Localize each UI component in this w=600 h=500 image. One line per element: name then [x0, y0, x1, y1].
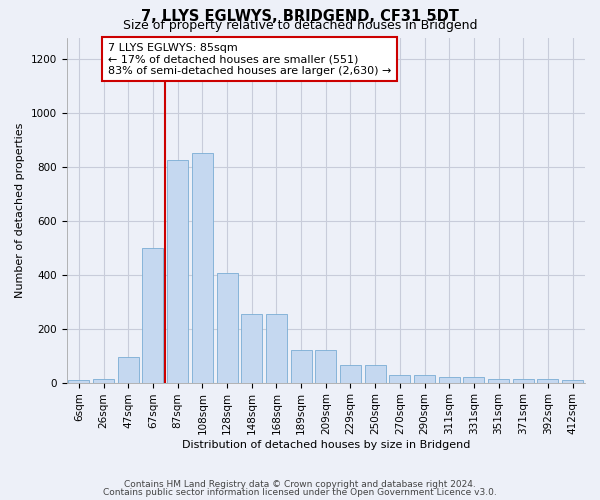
Bar: [241, 314, 262, 382]
Bar: [562, 380, 583, 382]
Bar: [439, 377, 460, 382]
Bar: [118, 357, 139, 382]
Bar: [340, 365, 361, 382]
Bar: [414, 374, 435, 382]
Bar: [68, 380, 89, 382]
Text: Size of property relative to detached houses in Bridgend: Size of property relative to detached ho…: [123, 19, 477, 32]
Bar: [315, 350, 336, 382]
Bar: [365, 365, 386, 382]
Bar: [93, 378, 114, 382]
Bar: [488, 378, 509, 382]
Text: Contains HM Land Registry data © Crown copyright and database right 2024.: Contains HM Land Registry data © Crown c…: [124, 480, 476, 489]
Bar: [290, 350, 311, 382]
Bar: [217, 274, 238, 382]
Text: Contains public sector information licensed under the Open Government Licence v3: Contains public sector information licen…: [103, 488, 497, 497]
Bar: [167, 160, 188, 382]
Bar: [266, 314, 287, 382]
Bar: [513, 378, 534, 382]
Bar: [142, 248, 163, 382]
Bar: [463, 377, 484, 382]
Bar: [192, 154, 213, 382]
Text: 7, LLYS EGLWYS, BRIDGEND, CF31 5DT: 7, LLYS EGLWYS, BRIDGEND, CF31 5DT: [141, 9, 459, 24]
Text: 7 LLYS EGLWYS: 85sqm
← 17% of detached houses are smaller (551)
83% of semi-deta: 7 LLYS EGLWYS: 85sqm ← 17% of detached h…: [108, 42, 391, 76]
X-axis label: Distribution of detached houses by size in Bridgend: Distribution of detached houses by size …: [182, 440, 470, 450]
Y-axis label: Number of detached properties: Number of detached properties: [15, 122, 25, 298]
Bar: [389, 374, 410, 382]
Bar: [538, 378, 559, 382]
